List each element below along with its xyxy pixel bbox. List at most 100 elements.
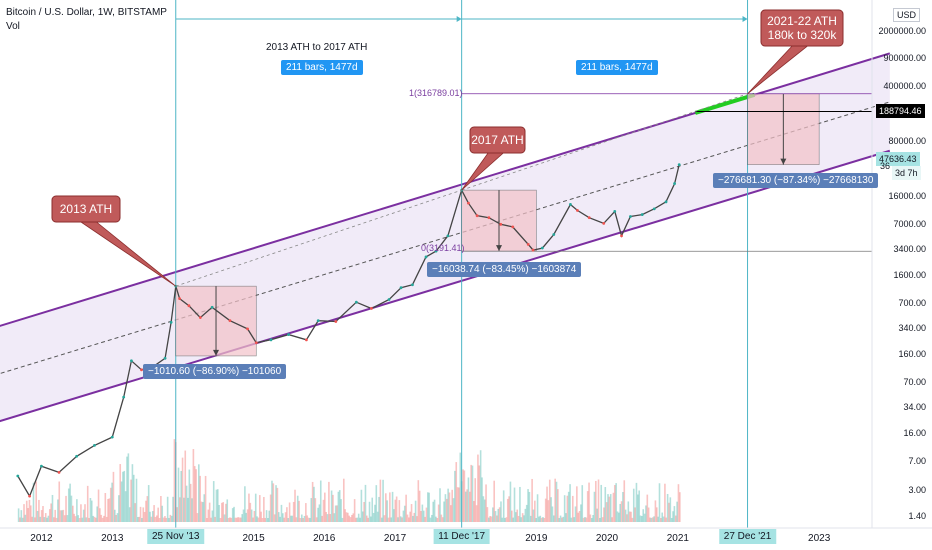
- volume-bar: [436, 517, 439, 522]
- volume-bar: [376, 511, 379, 522]
- volume-bar: [473, 501, 475, 522]
- volume-bar: [535, 517, 537, 522]
- volume-bar: [668, 502, 670, 522]
- volume-bar: [393, 509, 395, 522]
- price-point: [540, 246, 544, 250]
- volume-bar: [212, 481, 215, 522]
- volume-bar: [593, 491, 596, 522]
- volume-bar: [124, 491, 127, 522]
- volume-bar: [513, 487, 516, 522]
- volume-bar: [578, 510, 581, 522]
- volume-bar: [643, 513, 646, 522]
- volume-bar: [260, 511, 262, 522]
- cycle-range-arrow-head: [742, 16, 748, 22]
- volume-bar: [114, 509, 116, 522]
- y-axis-tick: 3.00: [908, 484, 926, 495]
- price-point: [28, 494, 32, 498]
- volume-bar: [570, 517, 573, 522]
- price-point: [316, 319, 320, 323]
- volume-bar: [173, 439, 176, 522]
- volume-bar: [269, 494, 272, 522]
- volume-bar: [677, 484, 680, 522]
- volume-bar: [108, 498, 111, 522]
- volume-bar: [516, 509, 519, 522]
- volume-bar: [394, 499, 397, 522]
- volume-bar: [517, 515, 520, 522]
- price-point: [399, 286, 403, 290]
- y-axis-tick: 1.40: [908, 511, 926, 521]
- volume-bar: [264, 517, 267, 522]
- volume-bar: [240, 517, 242, 522]
- volume-bar: [619, 503, 622, 522]
- currency-button[interactable]: USD: [893, 8, 921, 22]
- volume-bar: [464, 491, 467, 522]
- volume-bar: [292, 501, 295, 522]
- x-axis-tick: 2016: [313, 533, 336, 544]
- volume-bar: [96, 506, 98, 522]
- volume-bar: [146, 496, 149, 522]
- volume-bar: [536, 494, 539, 522]
- volume-bar: [223, 514, 226, 522]
- volume-bar: [283, 517, 285, 522]
- volume-bar: [81, 517, 84, 522]
- volume-bar: [669, 497, 672, 522]
- volume-bar: [356, 517, 359, 522]
- volume-bar: [231, 508, 234, 522]
- volume-bar: [187, 497, 189, 522]
- volume-bar: [200, 501, 203, 522]
- volume-bar: [122, 471, 124, 522]
- volume-bar: [425, 507, 428, 522]
- volume-bar: [589, 514, 592, 522]
- volume-bar: [413, 512, 416, 522]
- volume-bar: [24, 514, 27, 522]
- volume-bar: [288, 502, 291, 522]
- volume-bar: [500, 501, 502, 522]
- volume-bar: [322, 499, 325, 522]
- volume-bar: [641, 516, 643, 522]
- volume-bar: [627, 501, 630, 522]
- callout-text: 2013 ATH: [52, 202, 120, 216]
- volume-bar: [80, 504, 82, 522]
- x-axis-highlight: 27 Dec '21: [718, 529, 777, 544]
- volume-bar: [150, 516, 153, 522]
- volume-bar: [189, 483, 192, 522]
- volume-bar: [378, 496, 380, 522]
- volume-bar: [616, 511, 619, 522]
- volume-bar: [280, 504, 283, 522]
- price-point: [370, 307, 373, 310]
- channel-lower-line[interactable]: [0, 149, 891, 437]
- volume-bar: [426, 492, 429, 522]
- price-point: [354, 300, 358, 304]
- volume-bar: [509, 481, 512, 522]
- ath-connector-line: [175, 189, 462, 287]
- y-axis-tick: 1600.00: [893, 269, 926, 280]
- volume-bar: [111, 482, 113, 522]
- drawdown-arrow-head: [213, 349, 220, 356]
- volume-bar: [233, 506, 235, 522]
- volume-bar: [160, 496, 162, 522]
- price-point: [424, 255, 428, 259]
- channel-mid-line[interactable]: [0, 101, 890, 390]
- volume-bar: [628, 511, 631, 522]
- volume-bar: [573, 517, 575, 522]
- volume-bar: [504, 517, 506, 522]
- volume-bar: [361, 511, 364, 522]
- volume-bar: [634, 507, 636, 522]
- volume-bar: [506, 498, 509, 522]
- callout-text: 2021-22 ATH 180k to 320k: [761, 14, 843, 42]
- cycle-range-arrow-head: [456, 16, 462, 22]
- volume-bar: [403, 505, 406, 522]
- volume-bar: [655, 507, 658, 522]
- volume-bar: [115, 514, 117, 522]
- symbol-title[interactable]: Bitcoin / U.S. Dollar, 1W, BITSTAMP: [6, 7, 167, 18]
- volume-bar: [353, 499, 356, 522]
- volume-bar: [333, 513, 336, 522]
- volume-bar: [478, 465, 481, 522]
- volume-bar: [368, 501, 371, 522]
- volume-bar: [85, 517, 88, 522]
- volume-bar: [477, 454, 479, 522]
- volume-bar: [624, 509, 627, 522]
- volume-bar: [35, 481, 38, 522]
- volume-bar: [179, 497, 181, 522]
